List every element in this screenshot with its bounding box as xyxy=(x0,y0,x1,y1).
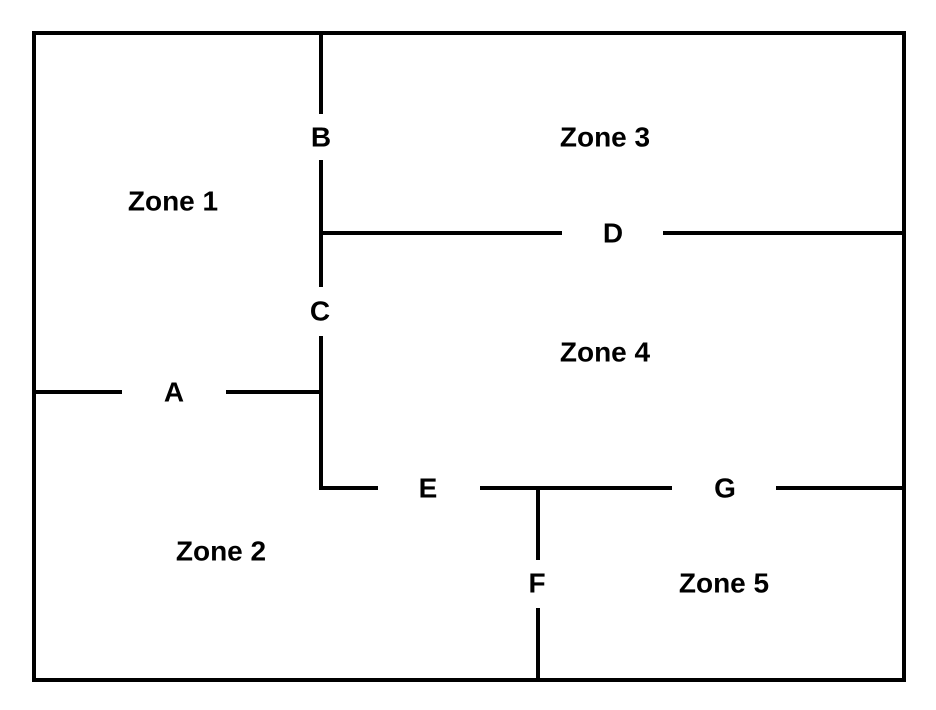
door-d-label: D xyxy=(603,217,623,248)
door-b-label: B xyxy=(311,121,331,152)
door-g-label: G xyxy=(714,472,736,503)
zone-3-label: Zone 3 xyxy=(560,121,650,152)
zone-5-label: Zone 5 xyxy=(679,567,769,598)
door-a-label: A xyxy=(164,376,184,407)
door-c-label: C xyxy=(310,295,330,326)
door-f-label: F xyxy=(528,567,545,598)
zone-4-label: Zone 4 xyxy=(560,336,651,367)
outer-wall xyxy=(32,31,906,682)
zone-2-label: Zone 2 xyxy=(176,535,266,566)
zone-1-label: Zone 1 xyxy=(128,185,218,216)
door-e-label: E xyxy=(419,472,438,503)
